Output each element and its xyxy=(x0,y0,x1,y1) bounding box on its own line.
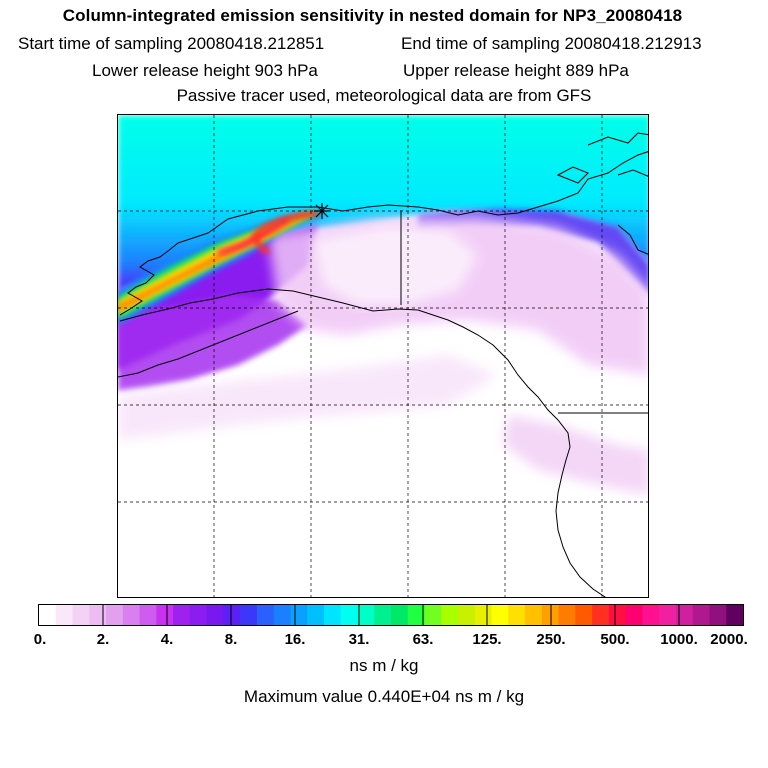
colorbar-tick-label: 63. xyxy=(412,631,434,648)
colorbar-swatch xyxy=(575,605,593,625)
colorbar-swatch xyxy=(374,605,392,625)
colorbar-tick-label: 8. xyxy=(224,631,238,648)
colorbar-swatch xyxy=(541,605,560,625)
colorbar-swatch xyxy=(592,605,610,625)
figure-title: Column-integrated emission sensitivity i… xyxy=(62,6,683,25)
colorbar-swatch xyxy=(726,605,743,625)
hudson-area xyxy=(617,224,648,255)
alaska-south-coast xyxy=(119,288,419,322)
colorbar-swatch xyxy=(340,605,358,625)
colorbar-swatch xyxy=(39,605,57,625)
colorbar-swatch xyxy=(206,605,224,625)
interior-low-patch xyxy=(313,225,478,305)
release-point-marker xyxy=(314,203,330,219)
violet-gulf-region xyxy=(118,295,308,391)
colorbar-swatch xyxy=(290,605,308,625)
colorbar-swatch xyxy=(122,605,141,625)
colorbar-swatch xyxy=(240,605,258,625)
map-canvas xyxy=(118,115,648,597)
colorbar-unit-label: ns m / kg xyxy=(349,656,419,675)
colorbar-tick-label: 2000. xyxy=(710,631,748,648)
plume-outer xyxy=(118,210,323,325)
bc-coast xyxy=(417,309,606,597)
colorbar-swatch xyxy=(474,605,493,625)
colorbar-swatch xyxy=(625,605,643,625)
colorbar-tick-labels: 0. 2. 4. 8. 16. 31. 63. 125. 250. 500. 1000. 2000. xyxy=(0,631,768,653)
colorbar-swatch xyxy=(72,605,90,625)
colorbar-swatch xyxy=(558,605,576,625)
colorbar-swatch xyxy=(173,605,191,625)
colorbar-swatch xyxy=(89,605,107,625)
colorbar-swatch xyxy=(508,605,526,625)
colorbar-swatch xyxy=(642,605,660,625)
cyan-sensitivity-region xyxy=(118,115,648,291)
colorbar-tick-label: 250. xyxy=(536,631,566,648)
colorbar-swatch xyxy=(709,605,727,625)
colorbar-swatch xyxy=(323,605,342,625)
colorbar-swatch xyxy=(106,605,124,625)
graticule xyxy=(118,115,648,597)
colorbar-swatch xyxy=(692,605,710,625)
colorbar-tick-label: 0. xyxy=(33,631,47,648)
release-point-cross xyxy=(314,203,330,219)
start-time-label: Start time of sampling 20080418.212851 xyxy=(18,34,325,53)
colorbar-swatch xyxy=(156,605,174,625)
colorbar-swatch xyxy=(424,605,442,625)
colorbar-swatch xyxy=(407,605,426,625)
pacific-faint-plume xyxy=(118,355,498,440)
colorbar-swatch xyxy=(608,605,627,625)
upper-release-height-label: Upper release height 889 hPa xyxy=(403,61,629,80)
arctic-islands xyxy=(556,132,648,184)
colorbar-tick-label: 2. xyxy=(96,631,110,648)
colorbar-tick-label: 1000. xyxy=(660,631,698,648)
plume-orange xyxy=(118,213,308,312)
colorbar-swatch xyxy=(458,605,476,625)
plume-hook xyxy=(252,210,319,256)
colorbar xyxy=(38,604,744,626)
maximum-value-label: Maximum value 0.440E+04 ns m / kg xyxy=(243,687,525,706)
colorbar-tick-label: 4. xyxy=(160,631,174,648)
tracer-note: Passive tracer used, meteorological data… xyxy=(176,86,592,105)
colorbar-swatch xyxy=(55,605,74,625)
colorbar-swatch xyxy=(525,605,543,625)
colorbar-swatch xyxy=(273,605,291,625)
blue-band-region xyxy=(418,209,648,293)
colorbar-tick-label: 125. xyxy=(472,631,502,648)
alaska-west-coast xyxy=(119,242,179,316)
colorbar-tick-label: 31. xyxy=(348,631,370,648)
aleutian-chain xyxy=(118,310,299,378)
lower-release-height-label: Lower release height 903 hPa xyxy=(92,61,318,80)
colorbar-swatch xyxy=(675,605,694,625)
offshore-faint-arc xyxy=(503,415,648,495)
coastlines xyxy=(118,132,648,597)
colorbar-swatch xyxy=(139,605,157,625)
colorbar-swatch xyxy=(307,605,325,625)
colorbar-swatch xyxy=(491,605,509,625)
colorbar-swatch xyxy=(441,605,459,625)
colorbar-swatch xyxy=(659,605,677,625)
colorbar-swatch xyxy=(391,605,409,625)
colorbar-swatch xyxy=(256,605,275,625)
colorbar-tick-label: 500. xyxy=(600,631,630,648)
colorbar-tick-label: 16. xyxy=(284,631,306,648)
sensitivity-map xyxy=(117,114,649,598)
colorbar-swatch xyxy=(223,605,241,625)
colorbar-swatch xyxy=(357,605,375,625)
colorbar-swatches xyxy=(39,605,743,625)
colorbar-swatch xyxy=(189,605,208,625)
end-time-label: End time of sampling 20080418.212913 xyxy=(401,34,702,53)
